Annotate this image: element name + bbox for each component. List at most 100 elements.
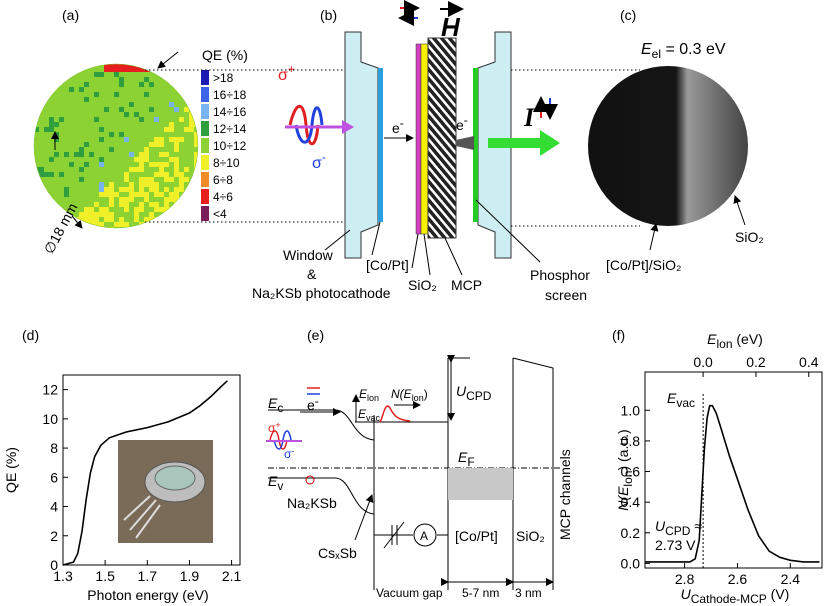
- map-pixel: [109, 197, 114, 202]
- map-pixel: [169, 197, 174, 202]
- leader: [423, 233, 431, 276]
- photo-part: [154, 465, 196, 491]
- map-pixel: [159, 172, 164, 177]
- map-pixel: [149, 107, 154, 112]
- label: SiO₂: [408, 277, 437, 293]
- electron-label: e-: [456, 113, 468, 133]
- map-pixel: [194, 212, 198, 217]
- annotation: UCPD ≈: [655, 518, 702, 538]
- map-pixel: [199, 222, 204, 227]
- map-pixel: [169, 122, 174, 127]
- map-pixel: [109, 132, 114, 137]
- map-pixel: [79, 87, 84, 92]
- map-pixel: [194, 152, 198, 157]
- map-pixel: [89, 207, 94, 212]
- map-pixel: [184, 197, 189, 202]
- map-pixel: [154, 217, 159, 222]
- rest: ≈: [690, 518, 702, 534]
- map-pixel: [49, 157, 54, 162]
- map-pixel: [174, 172, 179, 177]
- sub: v: [277, 479, 283, 493]
- map-pixel: [34, 127, 39, 132]
- x-tick-label: 1.9: [180, 568, 200, 584]
- map-pixel: [164, 212, 169, 217]
- sigma: σ: [278, 67, 288, 84]
- map-pixel: [119, 67, 124, 72]
- y-axis-label: N(Elon) (a.u.): [615, 429, 635, 510]
- sub: vac: [366, 413, 381, 423]
- map-pixel: [159, 192, 164, 197]
- plot-frame: [62, 374, 241, 566]
- x-tick-label: 2.4: [781, 571, 801, 587]
- arrow: [354, 494, 374, 541]
- map-pixel: [159, 137, 164, 142]
- map-pixel: [84, 212, 89, 217]
- x-axis-label: UCathode-MCP (V): [681, 586, 790, 606]
- map-pixel: [84, 162, 89, 167]
- e: E: [641, 41, 652, 58]
- e: E: [268, 395, 278, 411]
- map-pixel: [129, 167, 134, 172]
- field-label: H: [441, 12, 461, 42]
- map-pixel: [144, 197, 149, 202]
- map-pixel: [69, 87, 74, 92]
- map-pixel: [114, 64, 119, 67]
- panel-label: (d): [22, 327, 39, 343]
- map-pixel: [34, 72, 39, 77]
- map-pixel: [44, 127, 49, 132]
- map-pixel: [99, 187, 104, 192]
- window: [344, 31, 379, 259]
- label: Phosphor: [530, 267, 590, 283]
- map-pixel: [174, 217, 179, 222]
- label: 3 nm: [515, 586, 542, 600]
- sio2-layer: [420, 43, 429, 235]
- map-pixel: [119, 202, 124, 207]
- label: [Co/Pt]: [455, 528, 498, 544]
- map-pixel: [39, 102, 44, 107]
- map-pixel: [94, 227, 99, 228]
- label: Na₂KSb photocathode: [252, 285, 391, 301]
- map-pixel: [174, 207, 179, 212]
- map-pixel: [139, 207, 144, 212]
- map-pixel: [179, 187, 184, 192]
- map-pixel: [104, 64, 109, 67]
- map-pixel: [124, 207, 129, 212]
- map-pixel: [99, 127, 104, 132]
- e: e: [392, 120, 400, 136]
- sub: lon: [412, 393, 424, 403]
- panel-label: (a): [62, 7, 79, 23]
- map-pixel: [149, 142, 154, 147]
- light-arrow: [342, 120, 354, 134]
- map-pixel: [109, 192, 114, 197]
- y-axis-label: QE (%): [3, 447, 19, 493]
- legend-swatch: [201, 138, 209, 153]
- map-pixel: [84, 82, 89, 87]
- map-pixel: [54, 152, 59, 157]
- map-pixel: [159, 152, 164, 157]
- map-pixel: [79, 152, 84, 157]
- map-pixel: [134, 112, 139, 117]
- sym: E: [667, 390, 677, 406]
- copt-layer: [415, 43, 422, 235]
- map-pixel: [144, 64, 149, 67]
- map-pixel: [169, 102, 174, 107]
- map-pixel: [54, 72, 59, 77]
- map-pixel: [49, 117, 54, 122]
- label: CsₓSb: [318, 545, 357, 561]
- map-pixel: [169, 77, 174, 82]
- leader: [475, 199, 541, 263]
- map-pixel: [64, 192, 69, 197]
- map-pixel: [119, 222, 124, 227]
- map-pixel: [189, 117, 194, 122]
- arrow: [157, 51, 179, 69]
- map-pixel: [154, 187, 159, 192]
- map-pixel: [134, 217, 139, 222]
- map-pixel: [104, 212, 109, 217]
- map-pixel: [74, 227, 79, 228]
- map-pixel: [124, 172, 129, 177]
- map-pixel: [119, 107, 124, 112]
- y-tick-label: 10: [42, 411, 58, 427]
- map-pixel: [189, 202, 194, 207]
- map-pixel: [184, 87, 189, 92]
